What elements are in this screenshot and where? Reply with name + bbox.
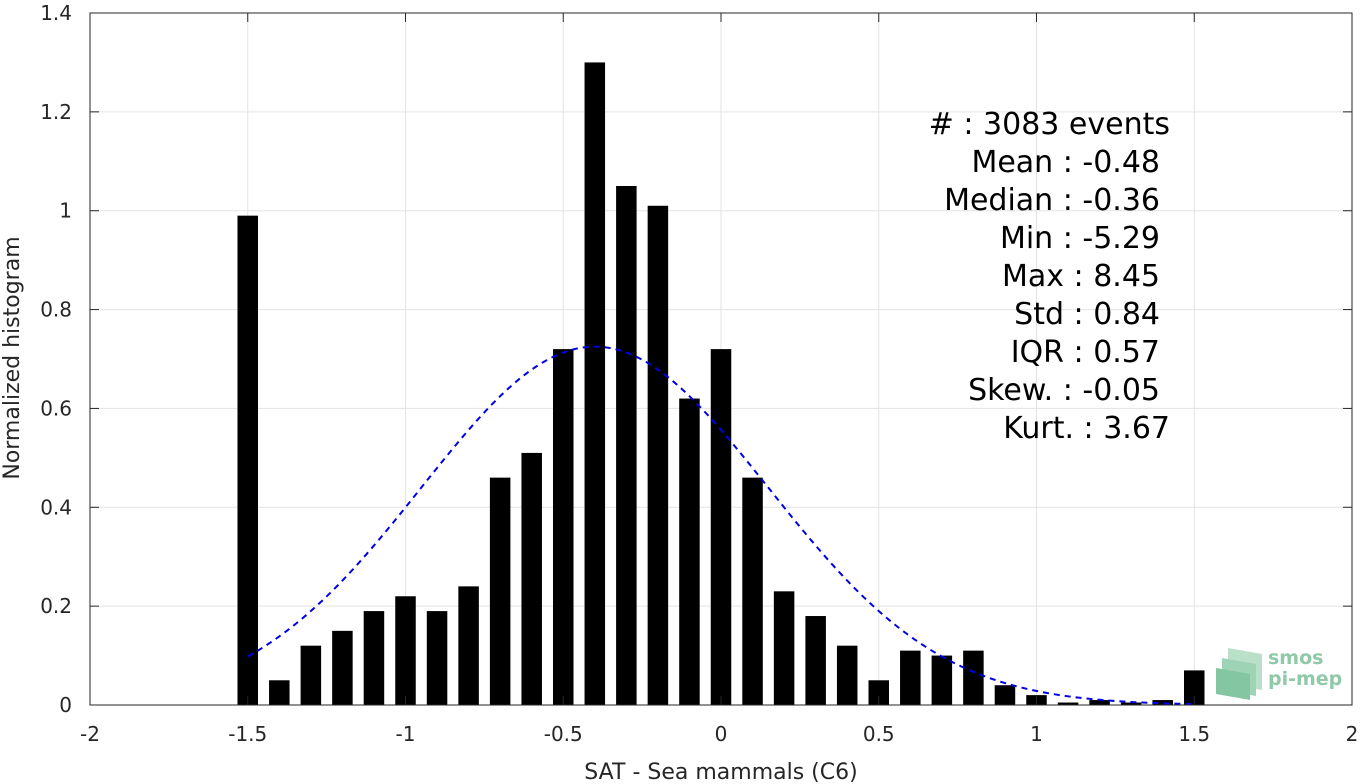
x-tick-label: 0 <box>715 722 728 746</box>
x-tick-label: -0.5 <box>544 722 583 746</box>
histogram-bar <box>773 591 795 705</box>
histogram-bar <box>521 452 542 705</box>
histogram-bar <box>679 398 700 705</box>
x-tick-label: -2 <box>80 722 100 746</box>
stat-line: Min : -5.29 <box>1000 221 1160 256</box>
histogram-bar <box>1120 702 1142 705</box>
histogram-bar <box>805 616 826 705</box>
histogram-bar <box>552 349 574 705</box>
x-tick-label: 1.5 <box>1178 722 1210 746</box>
x-axis-ticks: -2 -1.5 -1 -0.5 0 0.5 1 1.5 2 <box>80 13 1358 746</box>
y-tick-label: 1 <box>59 199 72 223</box>
stat-line: # : 3083 events <box>929 107 1170 142</box>
histogram-bar <box>868 680 890 705</box>
histogram-bar <box>395 596 416 705</box>
y-tick-label: 0 <box>59 693 72 717</box>
y-tick-label: 0.6 <box>40 396 72 420</box>
histogram-bar <box>900 650 921 705</box>
y-tick-label: 1.2 <box>40 100 72 124</box>
histogram-bar <box>458 586 479 705</box>
y-tick-label: 0.4 <box>40 495 72 519</box>
x-tick-label: 0.5 <box>863 722 895 746</box>
normal-fit-curve <box>247 345 1195 706</box>
y-tick-label: 0.2 <box>40 594 72 618</box>
histogram-bar <box>742 477 763 705</box>
logo-text-pi-mep: pi-mep <box>1268 668 1342 690</box>
stat-line: Skew. : -0.05 <box>968 373 1160 408</box>
y-tick-label: 0.8 <box>40 298 72 322</box>
x-tick-label: -1.5 <box>228 722 267 746</box>
histogram-bar <box>237 215 259 705</box>
stat-line: Std : 0.84 <box>1014 297 1160 332</box>
histogram-bar <box>426 611 448 705</box>
stat-line: Max : 8.45 <box>1002 259 1160 294</box>
histogram-bar <box>584 62 606 705</box>
histogram-bar <box>269 680 290 705</box>
x-tick-label: 2 <box>1346 722 1359 746</box>
y-axis-label: Normalized histogram <box>0 236 25 479</box>
histogram-bar <box>994 685 1016 705</box>
histogram-bar <box>363 611 385 705</box>
logo-text-smos: smos <box>1268 647 1323 669</box>
y-axis-ticks: 0 0.2 0.4 0.6 0.8 1 1.2 1.4 <box>40 1 1352 717</box>
y-tick-label: 1.4 <box>40 1 72 25</box>
histogram-bar <box>836 645 858 705</box>
stat-line: Kurt. : 3.67 <box>1003 411 1170 446</box>
histogram-bar <box>1089 700 1110 705</box>
histogram-bar <box>489 477 511 705</box>
histogram-bar <box>963 650 984 705</box>
stat-line: IQR : 0.57 <box>1011 335 1160 370</box>
smos-pi-mep-logo: smos pi-mep <box>1216 647 1342 700</box>
histogram-bar <box>616 186 637 705</box>
histogram-bar <box>1057 702 1079 705</box>
x-tick-label: 1 <box>1030 722 1043 746</box>
histogram-bar <box>1152 700 1173 705</box>
histogram-bar <box>647 205 669 705</box>
logo-graphic <box>1216 648 1262 700</box>
stat-line: Mean : -0.48 <box>971 145 1160 180</box>
histogram-bar <box>332 630 353 705</box>
x-tick-label: -1 <box>396 722 416 746</box>
histogram-bar <box>931 655 953 705</box>
histogram-bar <box>710 349 732 705</box>
histogram-bar <box>300 645 322 705</box>
x-axis-label: SAT - Sea mammals (C6) <box>584 760 857 784</box>
stat-line: Median : -0.36 <box>944 183 1160 218</box>
histogram-bar <box>1183 670 1205 705</box>
histogram-bars <box>237 62 1205 705</box>
